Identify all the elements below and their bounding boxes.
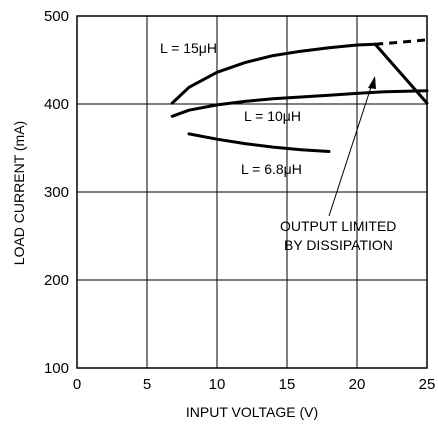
curve-label-10uh: L = 10μH xyxy=(244,108,301,124)
annotation-arrowhead xyxy=(368,76,376,89)
x-tick-label-15: 15 xyxy=(279,376,296,393)
annotation-arrow-shaft xyxy=(328,83,373,217)
curve-label-15uh: L = 15μH xyxy=(160,40,217,56)
y-tick-label-500: 500 xyxy=(44,8,69,25)
curves xyxy=(170,38,429,153)
y-axis-title: LOAD CURRENT (mA) xyxy=(11,121,27,265)
curve-dissipation-limit xyxy=(373,42,429,105)
x-tick-label-5: 5 xyxy=(143,376,151,393)
x-tick-label-10: 10 xyxy=(209,376,226,393)
plot-frame xyxy=(76,15,428,369)
grid-lines xyxy=(76,15,428,369)
curve-label-6-8uh: L = 6.8μH xyxy=(241,161,302,177)
curve-labels: L = 15μH L = 10μH L = 6.8μH OUTPUT LIMIT… xyxy=(160,40,396,253)
x-tick-label-0: 0 xyxy=(73,376,81,393)
x-axis-title: INPUT VOLTAGE (V) xyxy=(186,404,318,420)
annotation-line-1: OUTPUT LIMITED xyxy=(280,218,396,234)
y-tick-label-400: 400 xyxy=(44,96,69,113)
curve-10uh xyxy=(170,89,429,118)
y-tick-label-200: 200 xyxy=(44,272,69,289)
annotation-line-2: BY DISSIPATION xyxy=(284,237,393,253)
y-tick-label-300: 300 xyxy=(44,184,69,201)
curve-15uh-dashed-extension xyxy=(375,38,428,46)
x-tick-label-25: 25 xyxy=(419,376,436,393)
y-tick-label-100: 100 xyxy=(44,360,69,377)
curve-15uh xyxy=(170,42,377,105)
tick-labels: 0 5 10 15 20 25 100 200 300 400 500 xyxy=(44,8,435,393)
curve-6-8uh xyxy=(187,132,331,153)
x-tick-label-20: 20 xyxy=(349,376,366,393)
